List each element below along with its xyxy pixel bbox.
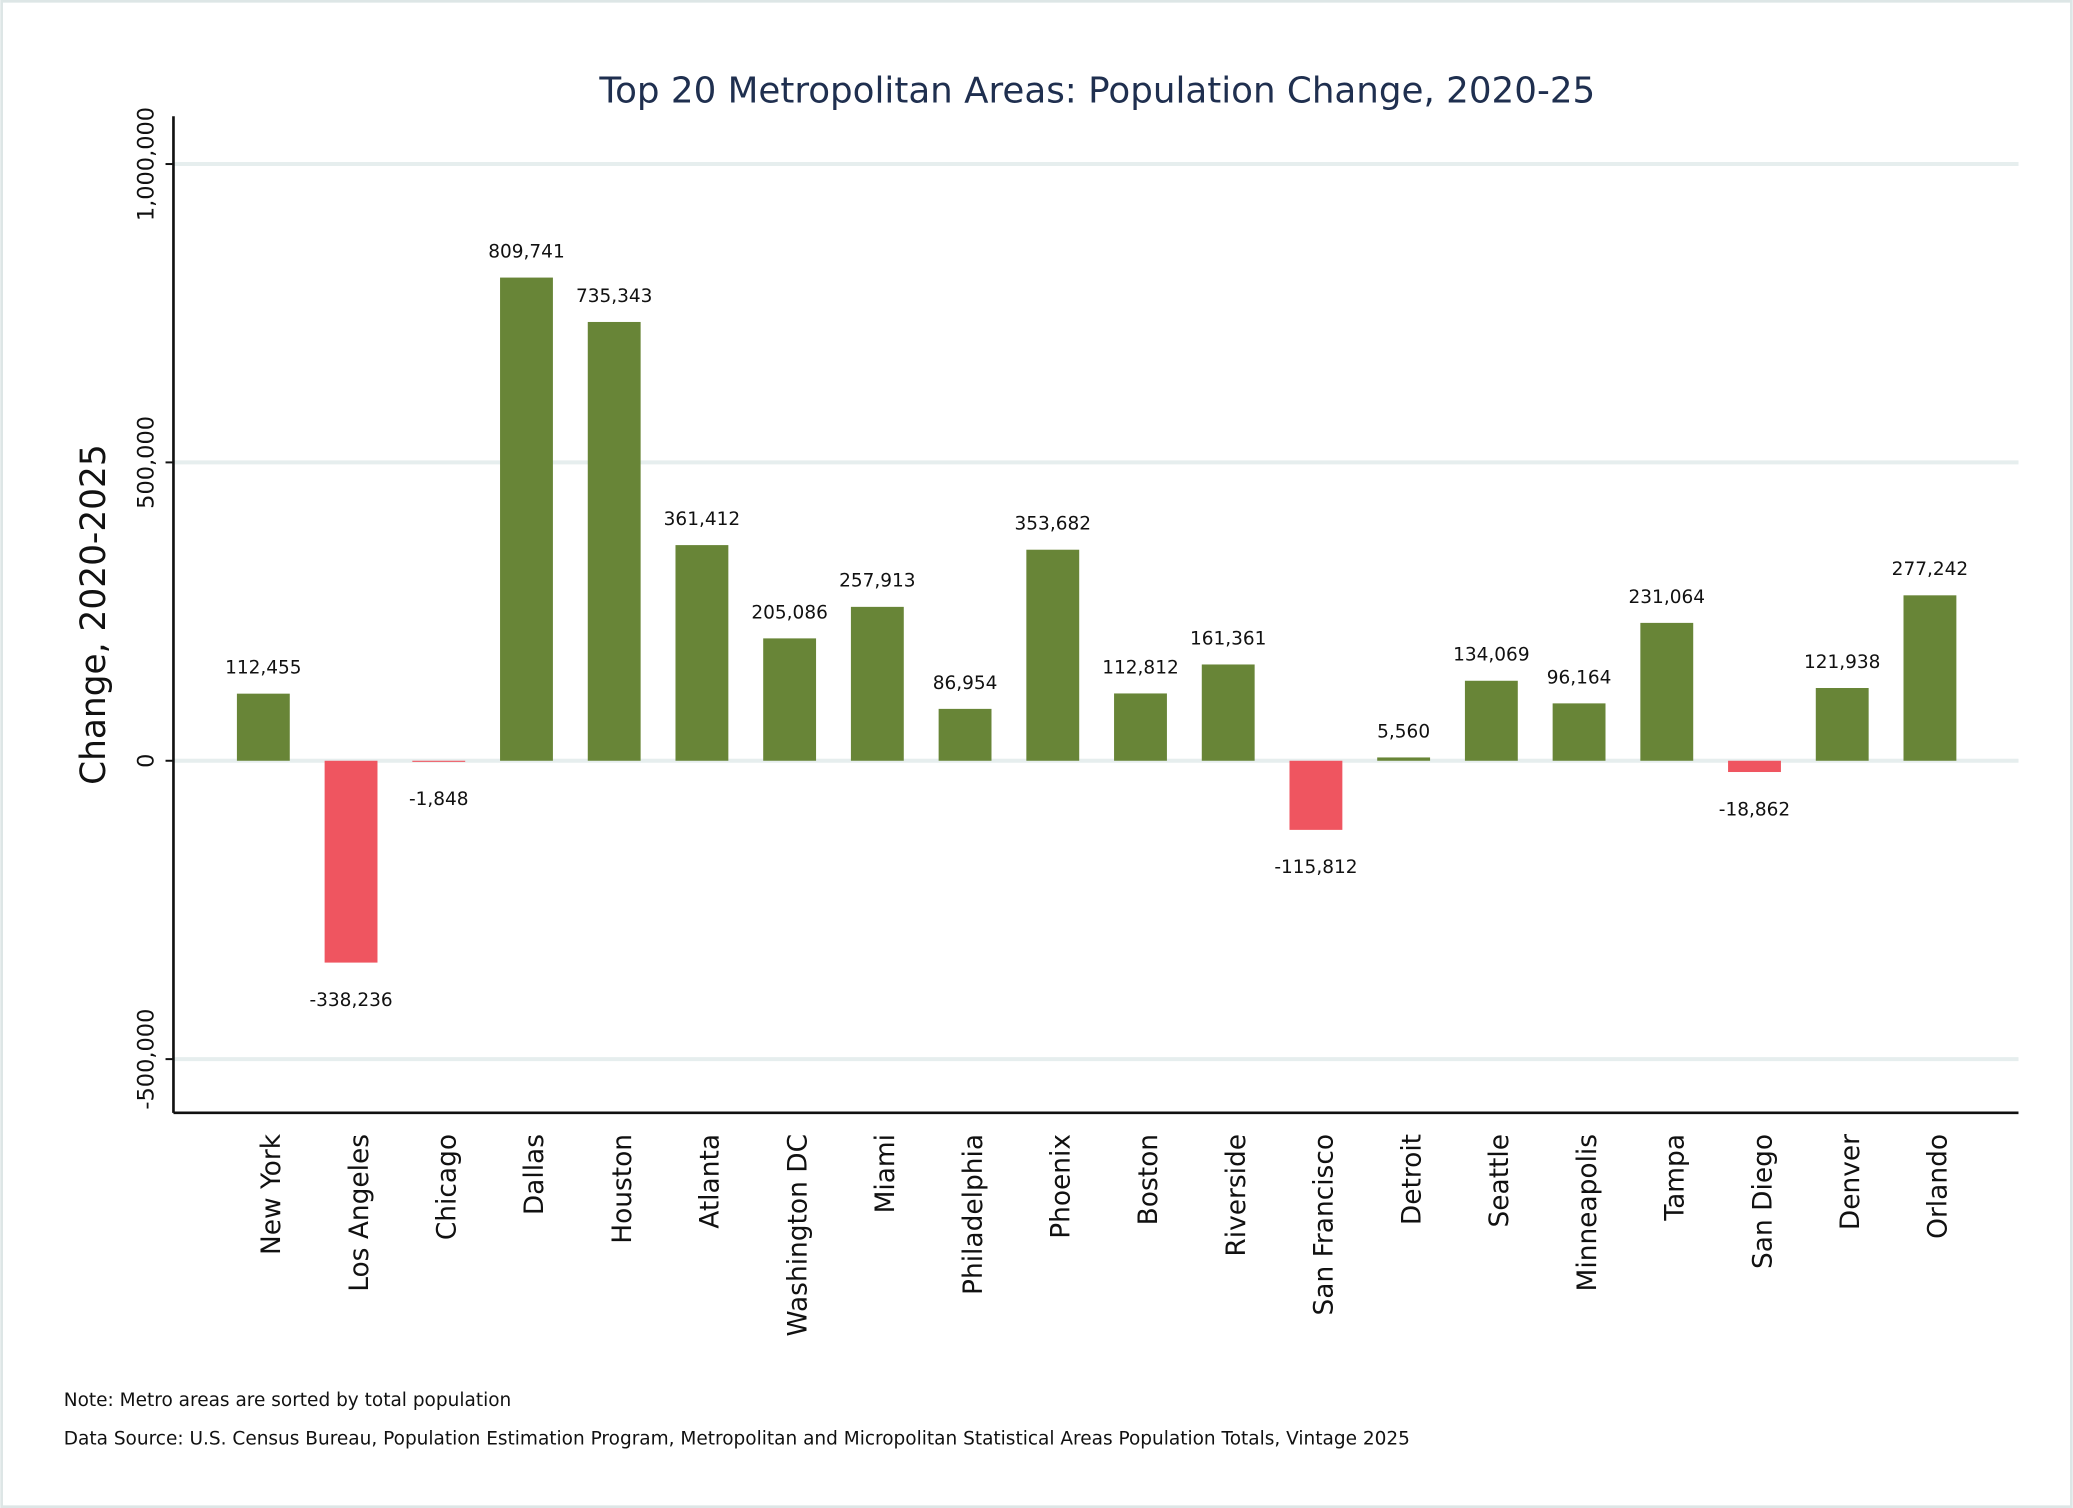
- value-label: 205,086: [751, 602, 828, 623]
- x-tick-label: Phoenix: [1046, 1134, 1077, 1239]
- bar: [675, 545, 729, 761]
- x-tick-label: Denver: [1835, 1134, 1866, 1230]
- x-tick-label: Seattle: [1484, 1134, 1515, 1228]
- value-label: -338,236: [309, 990, 392, 1011]
- x-tick-label: Boston: [1133, 1134, 1164, 1225]
- value-label: 112,455: [225, 658, 302, 679]
- x-tick-label: Orlando: [1923, 1134, 1954, 1239]
- bar: [1114, 693, 1167, 761]
- bar: [938, 708, 992, 761]
- value-label: 809,741: [488, 241, 565, 262]
- y-tick-label: 1,000,000: [134, 107, 160, 221]
- bar: [763, 638, 817, 761]
- value-label: 231,064: [1629, 587, 1706, 608]
- x-tick-label: Washington DC: [782, 1134, 813, 1336]
- value-label: 353,682: [1015, 514, 1092, 535]
- x-tick-label: Chicago: [432, 1134, 463, 1240]
- bar: [1289, 760, 1343, 830]
- x-tick-label: Riverside: [1221, 1134, 1252, 1257]
- bar: [850, 606, 904, 761]
- bar: [1464, 680, 1518, 761]
- value-label: 121,938: [1804, 652, 1881, 673]
- value-label: -115,812: [1274, 857, 1357, 878]
- x-tick-label: Miami: [870, 1134, 901, 1213]
- x-tick-label: San Diego: [1747, 1134, 1778, 1269]
- x-tick-label: Dallas: [519, 1134, 550, 1215]
- x-tick-label: Los Angeles: [344, 1134, 375, 1292]
- x-tick-label: Houston: [607, 1134, 638, 1244]
- bar: [1903, 595, 1957, 761]
- bar: [1026, 549, 1080, 761]
- x-tick-label: Atlanta: [695, 1134, 726, 1229]
- bar: [587, 321, 641, 761]
- grid: [173, 162, 2019, 1062]
- note: Note: Metro areas are sorted by total po…: [64, 1390, 512, 1411]
- chart-title: Top 20 Metropolitan Areas: Population Ch…: [598, 71, 1595, 112]
- bar: [500, 277, 553, 761]
- bar: [1377, 757, 1431, 761]
- bar: [324, 760, 378, 963]
- bar: [1552, 703, 1606, 761]
- value-label: 5,560: [1377, 721, 1430, 742]
- bar: [1815, 687, 1869, 761]
- value-label: 257,913: [839, 571, 916, 592]
- value-label: 134,069: [1453, 645, 1530, 666]
- y-tick-label: 0: [134, 754, 160, 768]
- bar: [412, 760, 466, 762]
- bar: [236, 693, 290, 761]
- y-axis-label: Change, 2020-2025: [74, 444, 114, 785]
- x-tick-label: New York: [256, 1133, 287, 1255]
- marks: [236, 277, 1957, 963]
- x-tick-label: Detroit: [1396, 1134, 1427, 1225]
- value-label: 361,412: [664, 509, 741, 530]
- x-tick-label: Minneapolis: [1572, 1134, 1603, 1291]
- value-label: -1,848: [409, 789, 469, 810]
- y-tick-label: 500,000: [134, 416, 160, 509]
- value-label: 277,242: [1892, 559, 1969, 580]
- bar: [1201, 664, 1255, 761]
- x-tick-label: San Francisco: [1309, 1134, 1340, 1316]
- value-label: 112,812: [1102, 657, 1179, 678]
- value-label: 96,164: [1547, 667, 1612, 688]
- value-label: 86,954: [933, 673, 998, 694]
- bar: [1640, 622, 1694, 761]
- value-label: -18,862: [1719, 799, 1790, 820]
- source: Data Source: U.S. Census Bureau, Populat…: [64, 1428, 1410, 1449]
- y-tick-label: -500,000: [134, 1009, 160, 1110]
- x-tick-label: Tampa: [1660, 1134, 1691, 1222]
- value-label: 161,361: [1190, 628, 1267, 649]
- bar: [1728, 760, 1781, 773]
- value-label: 735,343: [576, 286, 653, 307]
- x-tick-label: Philadelphia: [958, 1134, 989, 1295]
